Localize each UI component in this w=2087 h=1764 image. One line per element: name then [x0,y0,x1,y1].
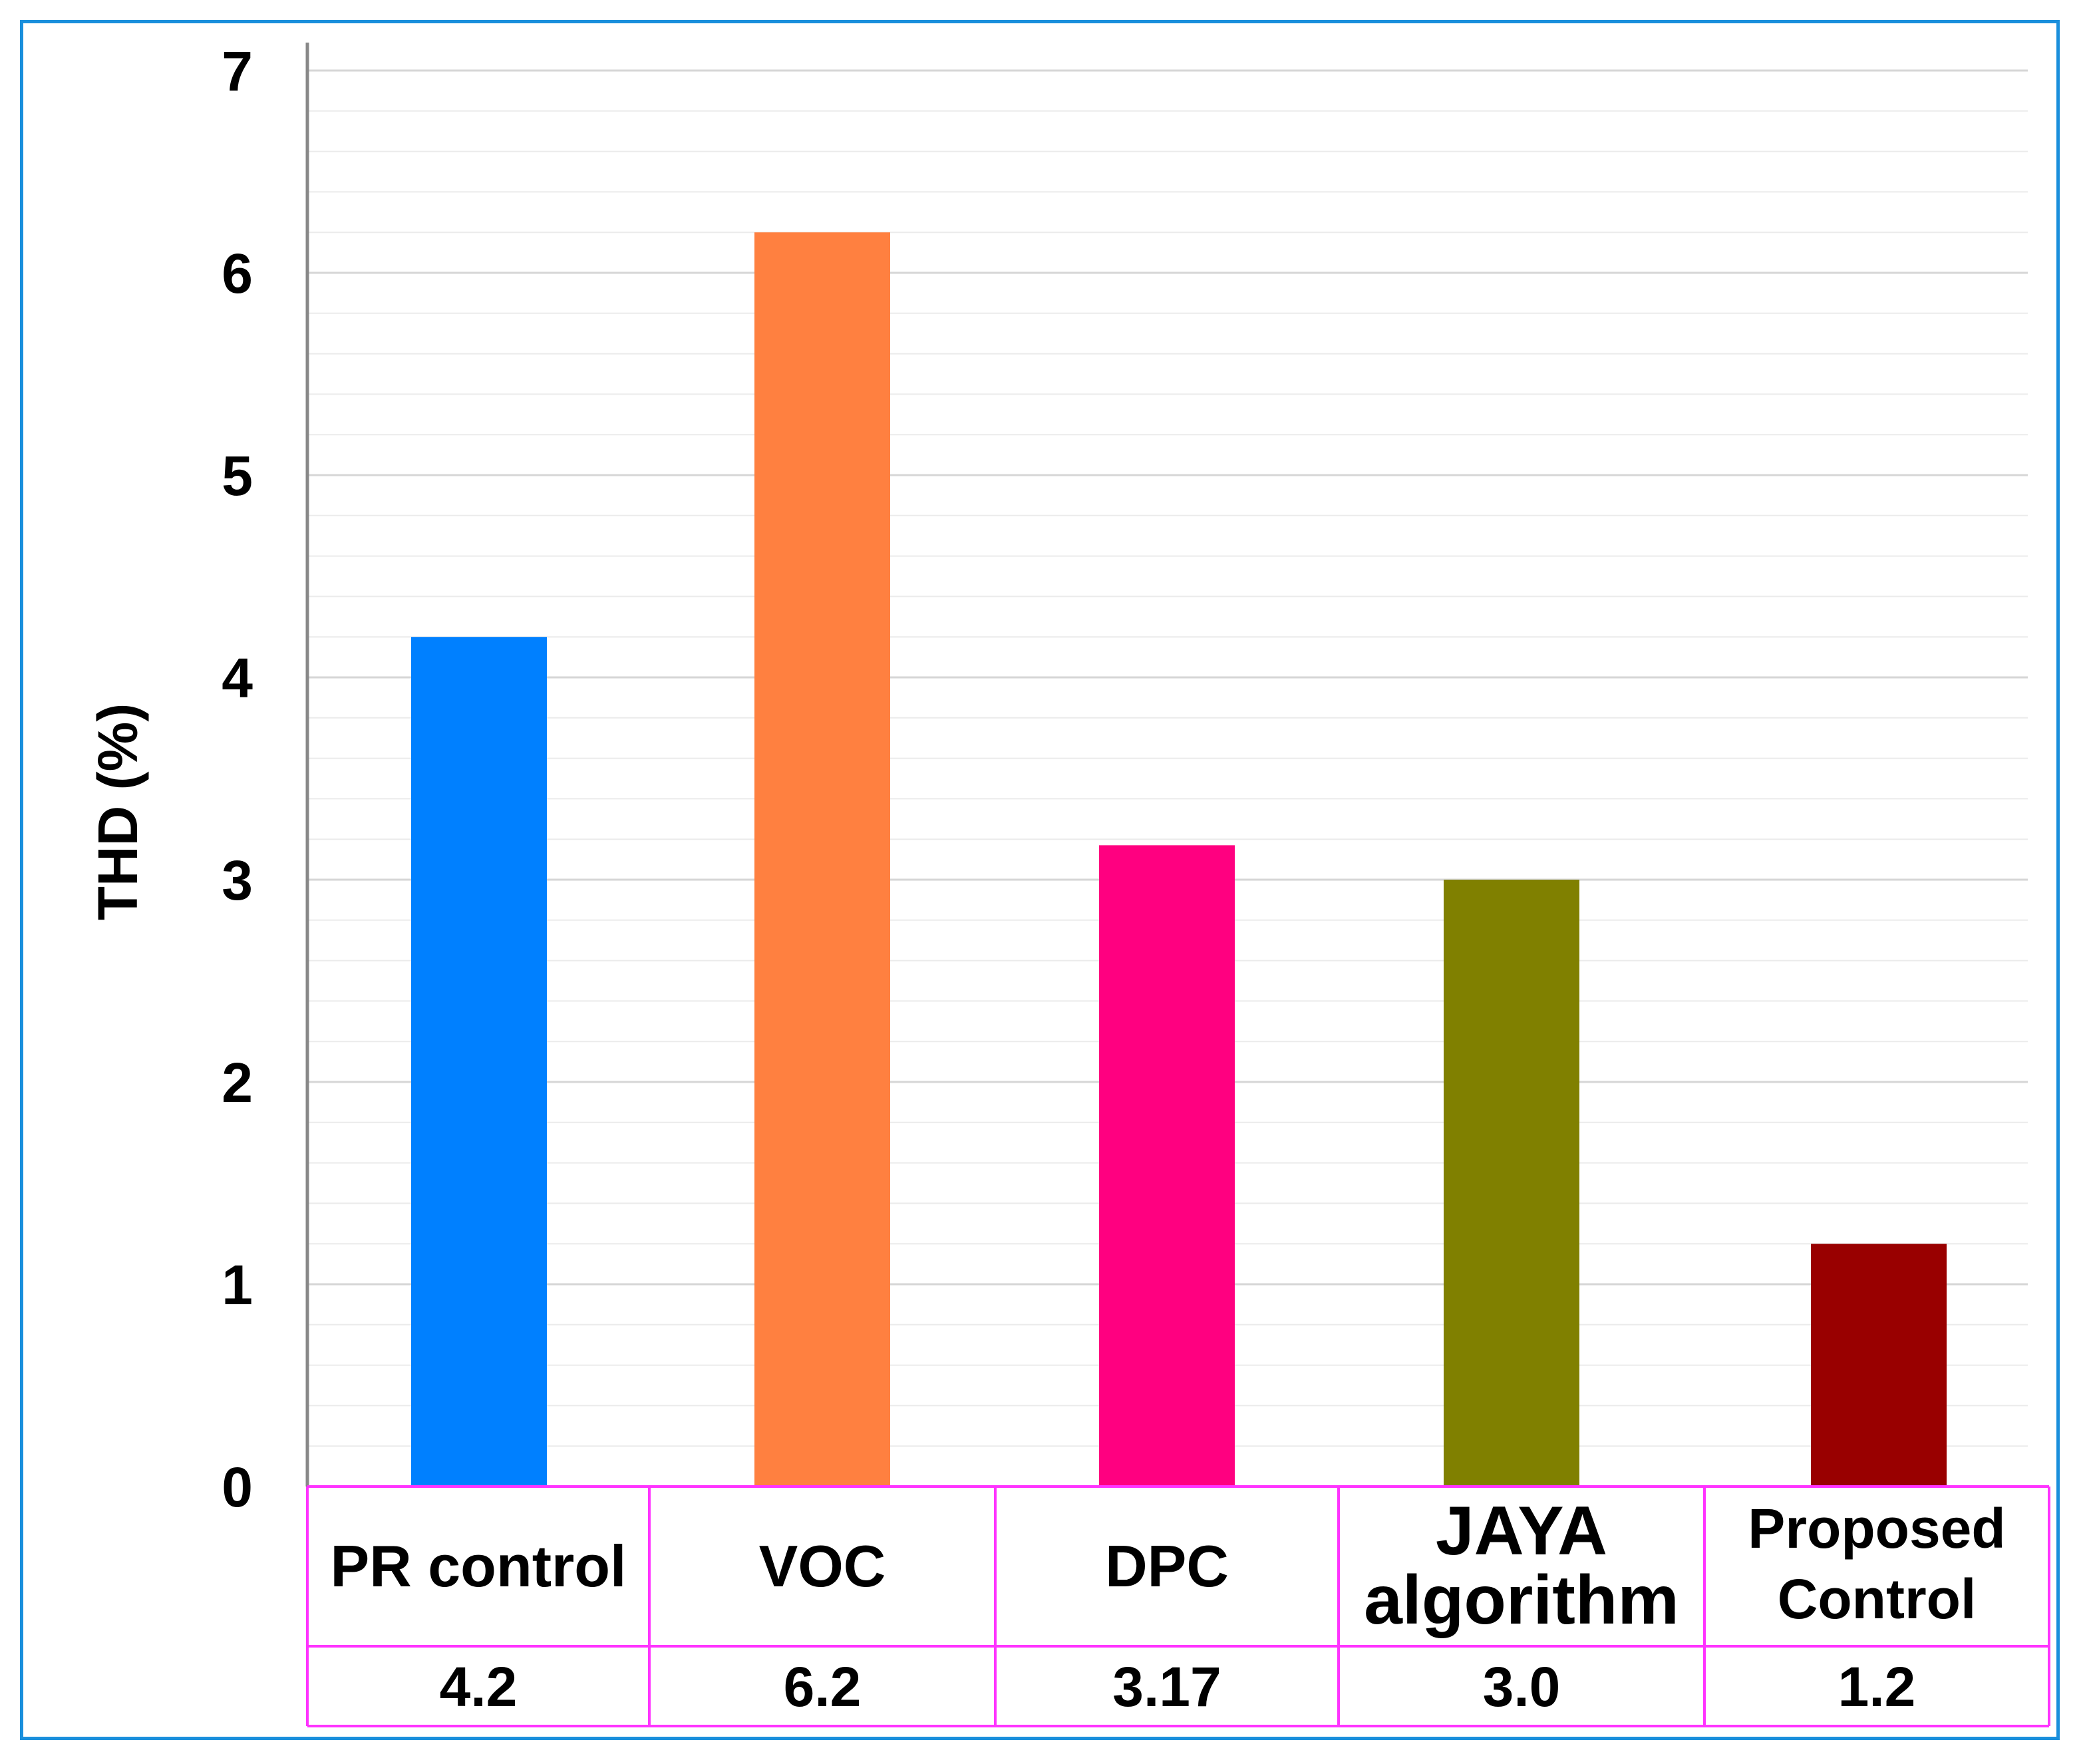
y-tick-label: 1 [222,1254,253,1316]
bar-dpc [1099,845,1235,1487]
y-tick-label: 4 [222,647,253,709]
gridlines [307,69,2028,1447]
y-tick-label: 5 [222,444,253,507]
y-axis-label: THD (%) [86,703,149,921]
bars [411,232,1947,1487]
value-label: 4.2 [440,1656,518,1718]
category-label: Control [1778,1568,1977,1630]
y-tick-label: 0 [222,1456,253,1518]
bar-voc [754,232,890,1487]
y-tick-label: 6 [222,242,253,305]
bar-pr-control [411,637,547,1487]
bar-proposed-control [1811,1244,1947,1487]
y-tick-labels: 0 1 2 3 4 5 6 7 [222,40,253,1518]
category-label: JAYA [1436,1493,1607,1570]
category-label: PR control [331,1533,627,1599]
y-tick-label: 2 [222,1051,253,1114]
category-label: VOC [759,1533,886,1599]
category-label: DPC [1105,1533,1229,1599]
category-label: Proposed [1748,1497,2005,1560]
category-label: algorithm [1364,1562,1679,1639]
chart-frame [20,20,2060,1740]
bar-jaya-algorithm [1444,880,1579,1487]
value-label: 1.2 [1838,1656,1916,1718]
value-label: 3.0 [1483,1656,1561,1718]
y-tick-label: 7 [222,40,253,102]
value-label: 3.17 [1112,1656,1221,1718]
y-tick-label: 3 [222,849,253,912]
value-label: 6.2 [784,1656,862,1718]
